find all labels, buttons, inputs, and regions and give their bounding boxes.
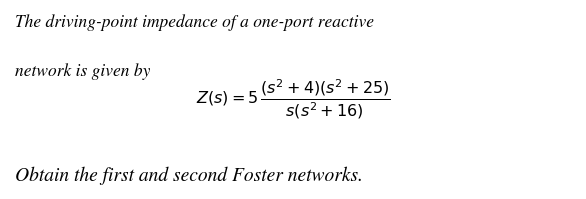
Text: Obtain the first and second Foster networks.: Obtain the first and second Foster netwo… xyxy=(15,167,363,185)
Text: $Z(s) = 5\,\dfrac{(s^2 + 4)(s^2 + 25)}{s(s^2 + 16)}$: $Z(s) = 5\,\dfrac{(s^2 + 4)(s^2 + 25)}{s… xyxy=(196,78,390,121)
Text: The driving-point impedance of a one-port reactive: The driving-point impedance of a one-por… xyxy=(15,14,374,31)
Text: network is given by: network is given by xyxy=(15,64,150,80)
